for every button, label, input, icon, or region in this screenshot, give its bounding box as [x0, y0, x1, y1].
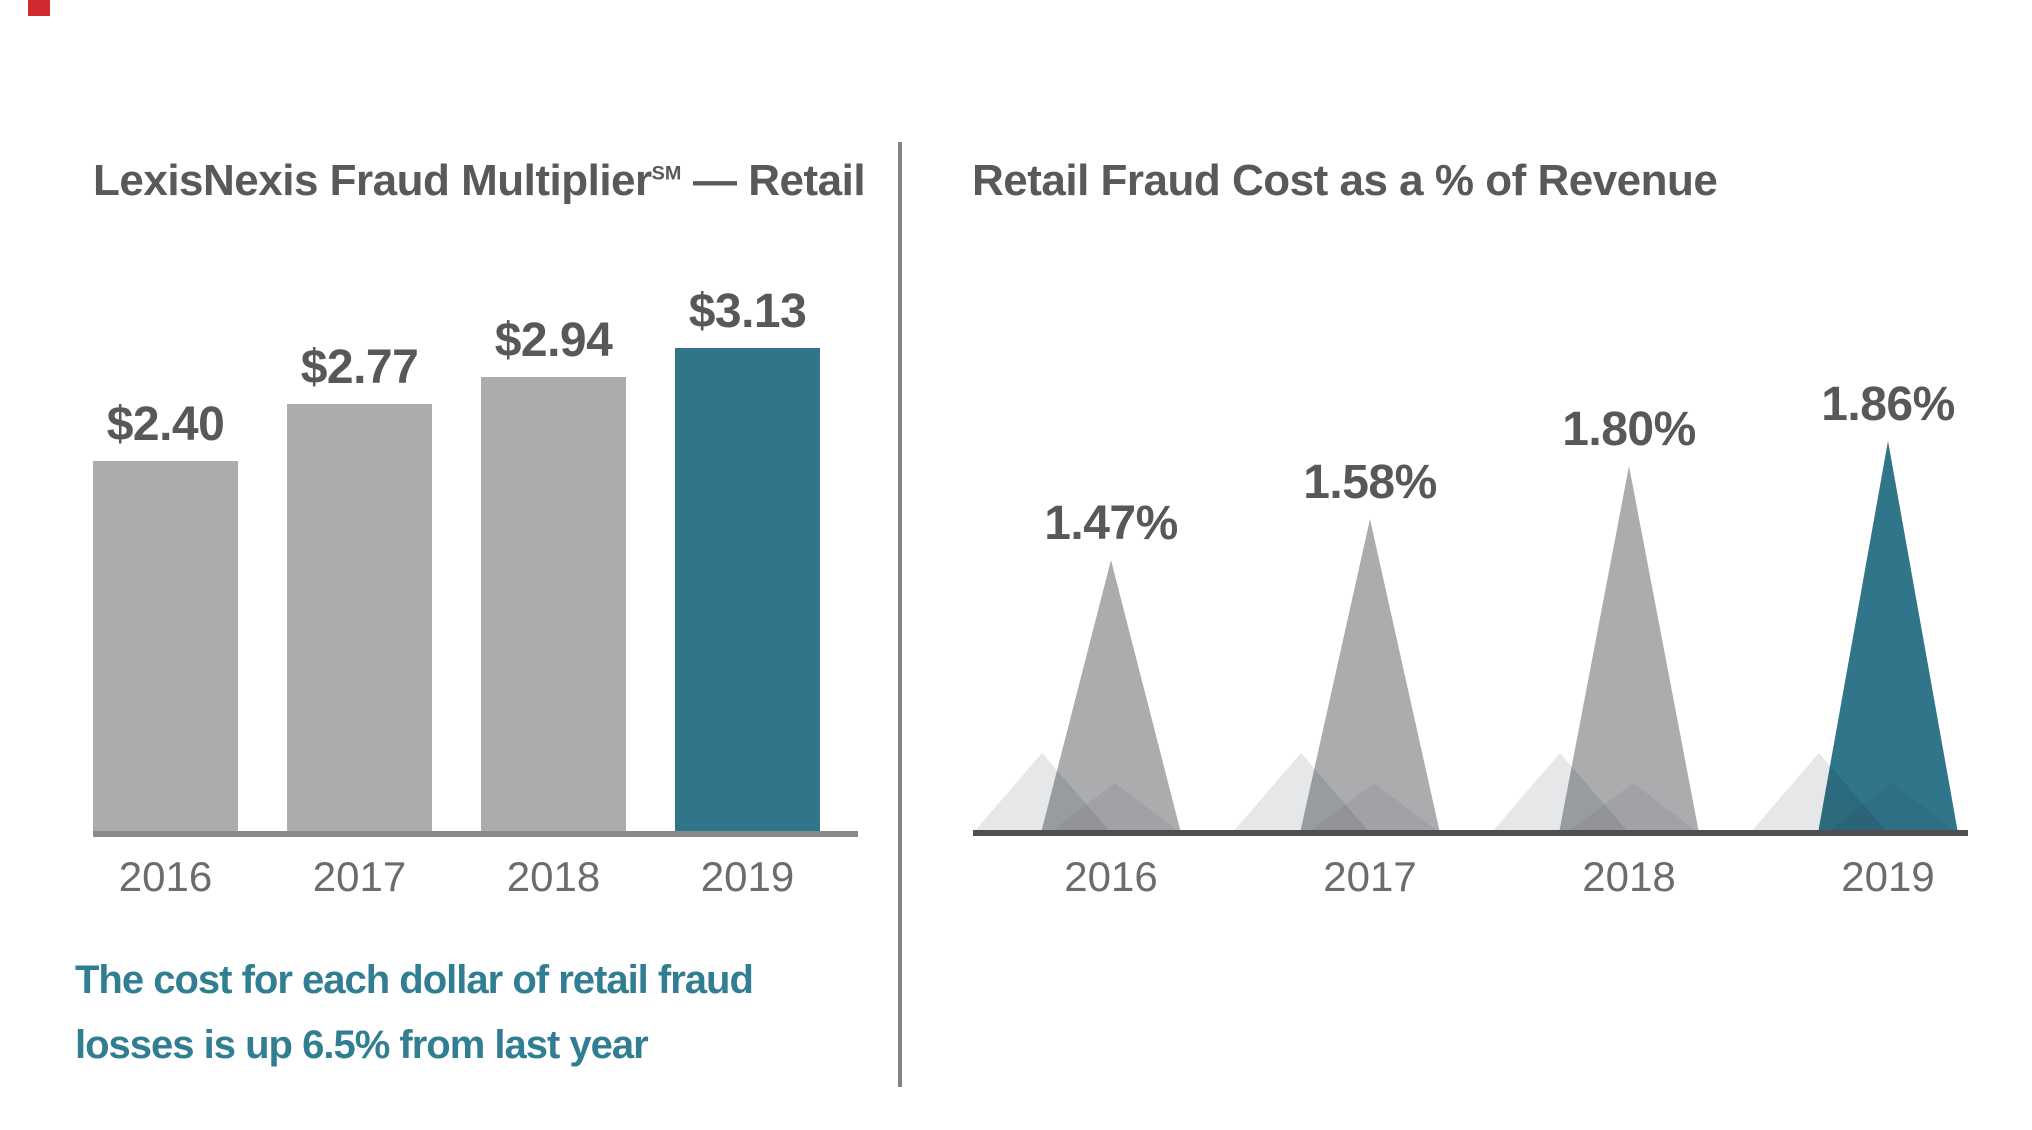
- left-axis-line: [93, 831, 858, 837]
- peak-year-label: 2016: [1064, 853, 1158, 900]
- bar-year-label: 2017: [312, 853, 407, 900]
- bar-2016: [93, 461, 238, 831]
- left-chart-title: LexisNexis Fraud MultiplierSM — Retail: [93, 156, 866, 206]
- bar-year-label: 2019: [700, 853, 795, 900]
- bar-2019: [675, 348, 820, 831]
- foothill-center-2019: [1826, 783, 1958, 833]
- peak-triangle-2019: [1818, 441, 1958, 833]
- left-chart-caption: The cost for each dollar of retail fraud…: [75, 948, 754, 1078]
- foothill-center-2016: [1049, 783, 1181, 833]
- peak-year-label: 2017: [1323, 853, 1417, 900]
- peak-year-label: 2019: [1841, 853, 1935, 900]
- caption-line-1: The cost for each dollar of retail fraud: [75, 958, 754, 1002]
- left-chart-title-main: LexisNexis Fraud Multiplier: [93, 156, 652, 205]
- bar-year-label: 2016: [118, 853, 213, 900]
- left-chart-title-sm-mark: SM: [651, 162, 682, 185]
- peaks-chart: [973, 441, 1968, 836]
- peak-year-label: 2018: [1582, 853, 1676, 900]
- bar-2018: [481, 377, 626, 831]
- bar-value-label: $2.94: [494, 314, 613, 367]
- peak-triangle-2017: [1300, 519, 1440, 833]
- bar-value-label: $2.40: [106, 398, 225, 451]
- caption-line-2: losses is up 6.5% from last year: [75, 1022, 649, 1067]
- bar-year-label: 2018: [506, 853, 601, 900]
- foothill-center-2017: [1308, 783, 1440, 833]
- peak-triangle-2018: [1559, 466, 1699, 833]
- bar-2017: [287, 404, 432, 831]
- bar-value-label: $3.13: [688, 285, 807, 338]
- bar-value-label: $2.77: [300, 341, 419, 394]
- peak-triangle-2016: [1041, 560, 1181, 833]
- corner-artifact: [28, 0, 50, 16]
- left-chart-title-suffix: — Retail: [681, 156, 866, 205]
- vertical-divider: [898, 142, 902, 1087]
- right-axis-line: [973, 830, 1968, 836]
- foothill-center-2018: [1567, 783, 1699, 833]
- right-chart-title: Retail Fraud Cost as a % of Revenue: [972, 156, 1718, 205]
